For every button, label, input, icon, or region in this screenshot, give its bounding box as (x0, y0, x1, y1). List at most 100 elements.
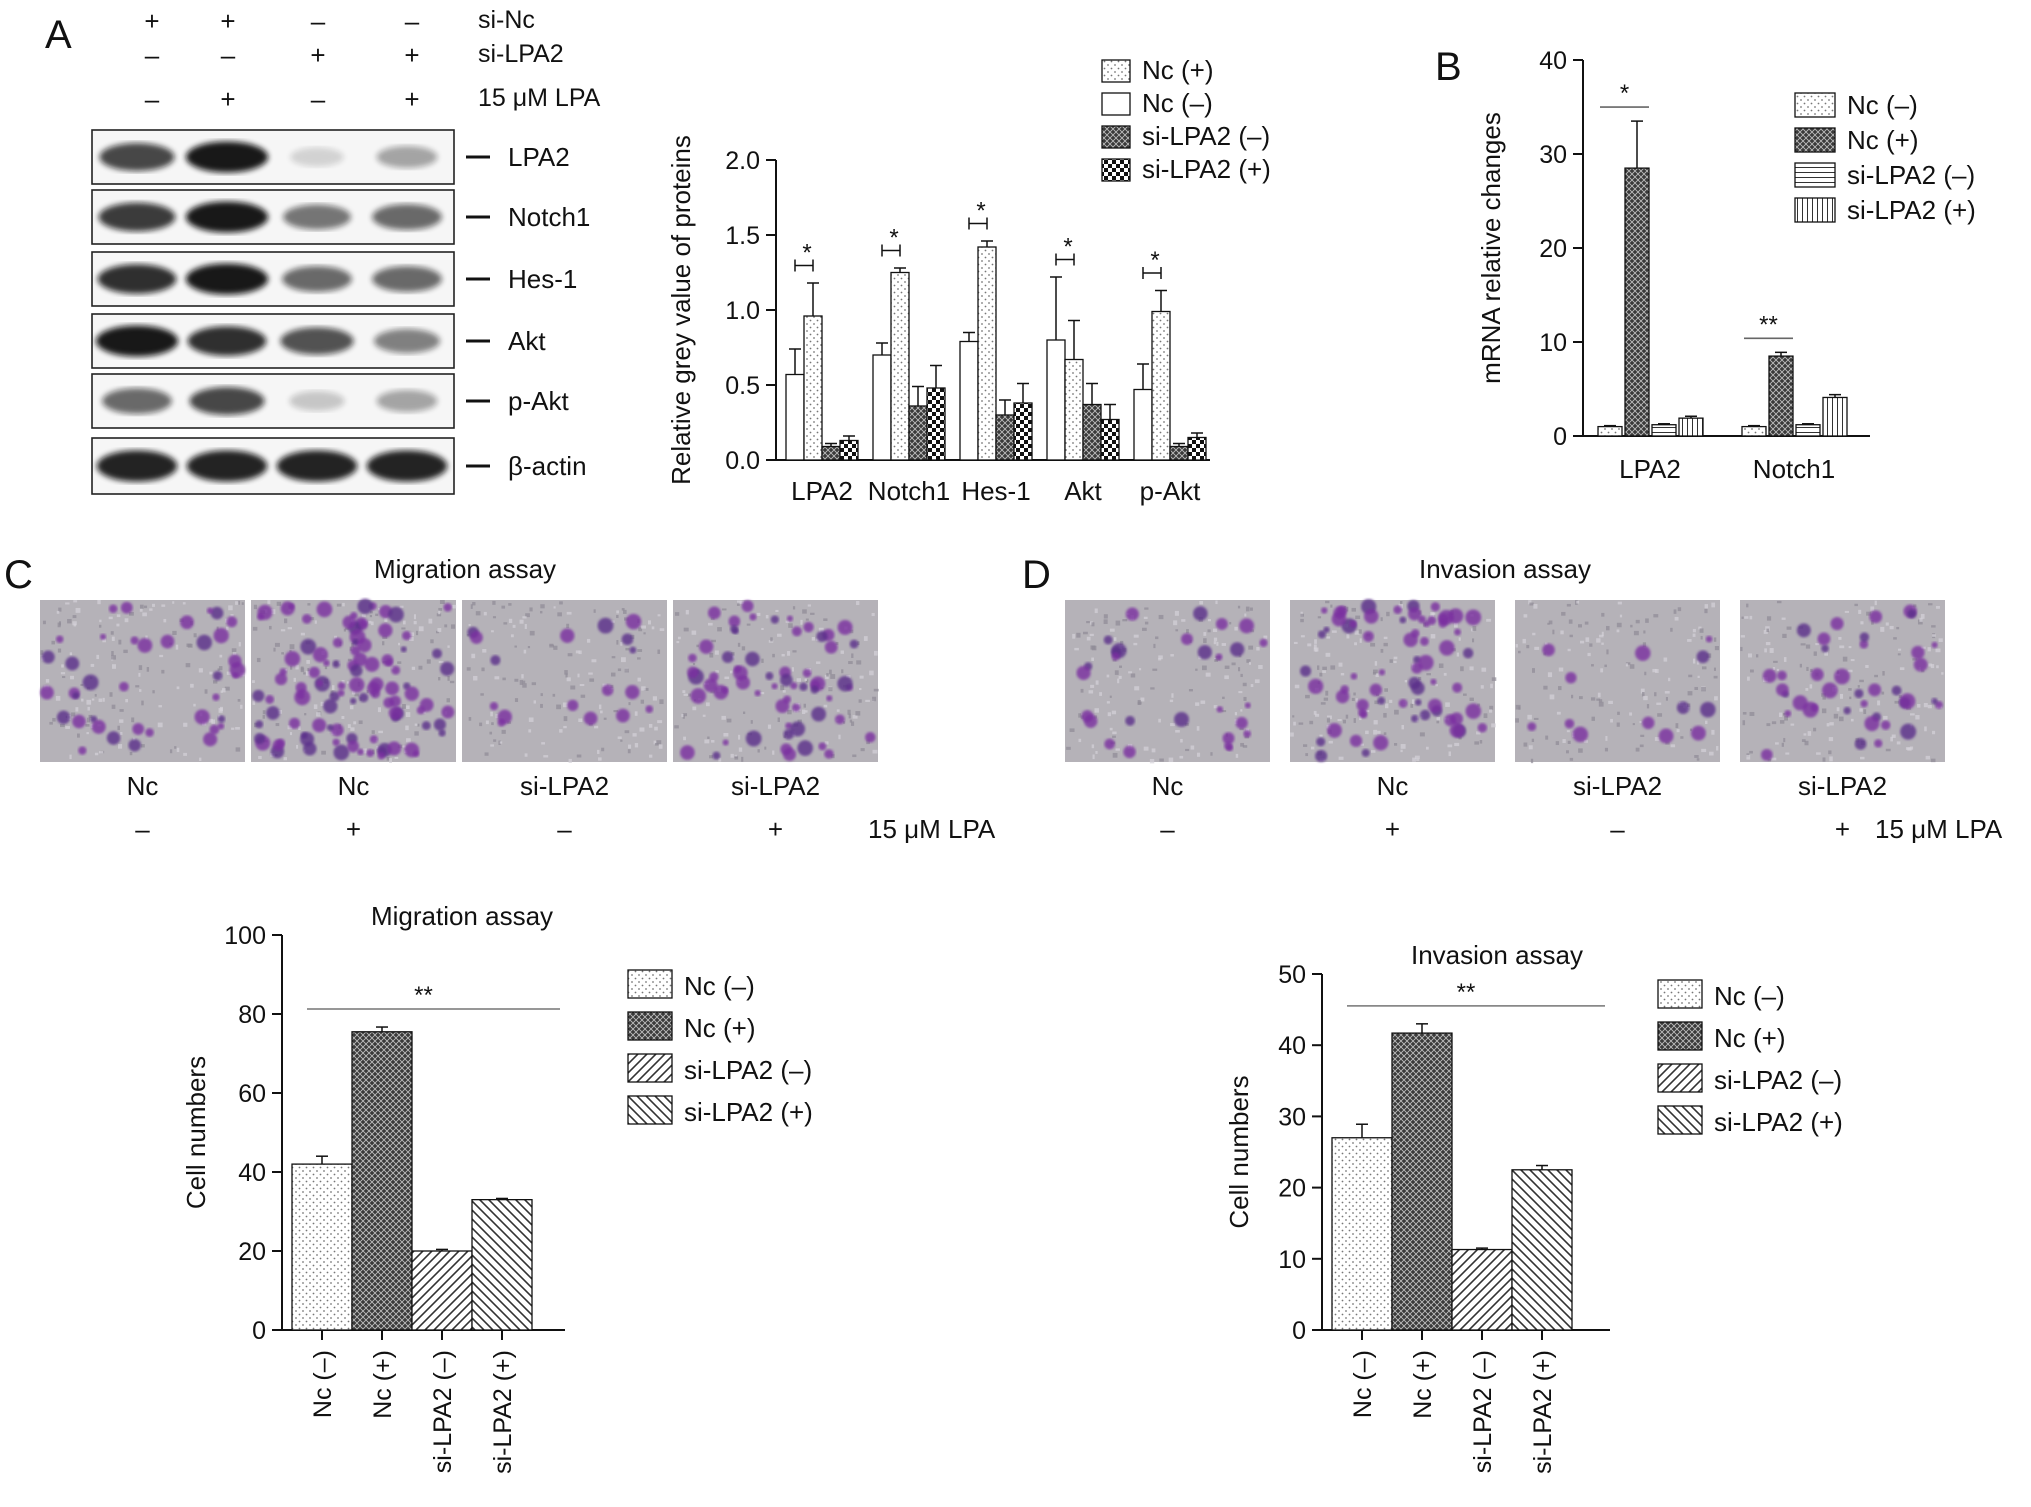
micrograph-texture (471, 653, 476, 659)
stained-cell (302, 614, 312, 624)
micrograph-texture (1625, 663, 1628, 667)
micrograph-texture (1810, 668, 1813, 673)
blot-protein-label: Notch1 (508, 202, 590, 232)
micrograph-texture (830, 674, 836, 679)
stained-cell (56, 710, 71, 725)
stained-cell (1235, 716, 1248, 730)
micrograph-texture (1711, 602, 1716, 608)
micrograph-texture (1664, 691, 1670, 694)
stained-cell (1430, 602, 1440, 612)
micrograph-texture (616, 610, 619, 614)
stained-cell (132, 723, 145, 735)
legend-label: Nc (–) (1847, 90, 1918, 120)
micrograph-label: si-LPA2 (1573, 771, 1662, 801)
micrograph-texture (80, 683, 84, 686)
micrograph-texture (1205, 672, 1211, 677)
micrograph-texture (290, 665, 293, 670)
micrograph-texture (643, 632, 646, 635)
stained-cell (1642, 716, 1655, 730)
micrograph-texture (1838, 636, 1842, 640)
stained-cell (489, 701, 499, 711)
micrograph-texture (125, 698, 129, 703)
micrograph-texture (682, 714, 685, 719)
micrograph-texture (818, 627, 824, 633)
micrograph-texture (204, 689, 208, 694)
y-axis-label: Cell numbers (1224, 1075, 1254, 1228)
micrograph-texture (1221, 710, 1227, 713)
micrograph-texture (262, 714, 265, 719)
micrograph-texture (579, 684, 585, 687)
micrograph-texture (1936, 665, 1939, 669)
x-tick-label: Nc (–) (1349, 1350, 1377, 1418)
micrograph-texture (1713, 675, 1718, 679)
micrograph-texture (1769, 648, 1774, 653)
legend-label: Nc (–) (1714, 981, 1785, 1011)
bar (1331, 1137, 1393, 1331)
micrograph-texture (1874, 674, 1878, 678)
micrograph-texture (775, 609, 779, 613)
micrograph-texture (1675, 723, 1679, 729)
micrograph-texture (723, 732, 729, 737)
stained-cell (824, 640, 838, 654)
stained-cell (443, 603, 452, 612)
micrograph-texture (717, 627, 722, 632)
blot-protein-label: p-Akt (508, 386, 569, 416)
micrograph-texture (1915, 715, 1920, 720)
micrograph-texture (617, 736, 622, 739)
stained-cell (1448, 608, 1464, 624)
micrograph-texture (1531, 738, 1535, 743)
stained-cell (775, 699, 790, 713)
micrograph-texture (484, 752, 489, 756)
micrograph-texture (1882, 671, 1885, 676)
bar (1651, 424, 1677, 437)
micrograph-texture (409, 632, 415, 637)
micrograph-texture (1383, 712, 1387, 718)
micrograph-texture (759, 692, 765, 695)
stained-cell (120, 601, 133, 614)
micrograph-texture (1479, 739, 1483, 744)
micrograph-texture (1095, 750, 1098, 754)
micrograph-texture (1384, 703, 1389, 709)
stained-cell (1349, 734, 1363, 747)
micrograph-texture (475, 611, 481, 616)
micrograph-texture (1170, 654, 1174, 657)
micrograph-texture (1122, 619, 1128, 622)
blot-condition-sign: + (310, 40, 325, 70)
stained-cell (383, 697, 394, 709)
stained-cell (1477, 723, 1488, 733)
micrograph-texture (438, 607, 443, 611)
y-tick-label: 1.5 (725, 222, 760, 250)
significance-marker: ** (1759, 311, 1778, 338)
micrograph-texture (1103, 619, 1108, 625)
stained-cell (1243, 730, 1251, 738)
micrograph-texture (1635, 619, 1640, 624)
panel-label-d: D (1022, 553, 1051, 597)
micrograph-texture (540, 610, 543, 614)
micrograph-texture (1118, 675, 1122, 679)
micrograph-texture (1158, 718, 1161, 723)
stained-cell (730, 625, 739, 634)
stained-cell (770, 615, 780, 624)
micrograph-texture (805, 618, 809, 621)
micrograph-texture (57, 648, 62, 653)
micrograph-texture (1119, 665, 1123, 668)
micrograph-texture (1705, 720, 1708, 725)
micrograph-texture (1935, 648, 1941, 653)
micrograph-texture (1453, 622, 1458, 628)
micrograph-texture (394, 756, 399, 759)
stained-cell (160, 634, 175, 649)
micrograph-texture (1652, 668, 1657, 673)
stained-cell (1393, 605, 1402, 615)
stained-cell (490, 655, 501, 666)
stained-cell (1403, 632, 1418, 648)
micrograph-texture (119, 709, 124, 712)
micrograph-texture (757, 749, 760, 753)
micrograph-texture (1404, 680, 1408, 683)
micrograph-texture (1078, 738, 1082, 743)
micrograph-texture (1847, 669, 1853, 673)
micrograph-texture (61, 664, 64, 668)
blot-band (374, 328, 440, 354)
stained-cell (687, 666, 699, 679)
micrograph-texture (225, 626, 229, 631)
stained-cell (1103, 635, 1113, 645)
